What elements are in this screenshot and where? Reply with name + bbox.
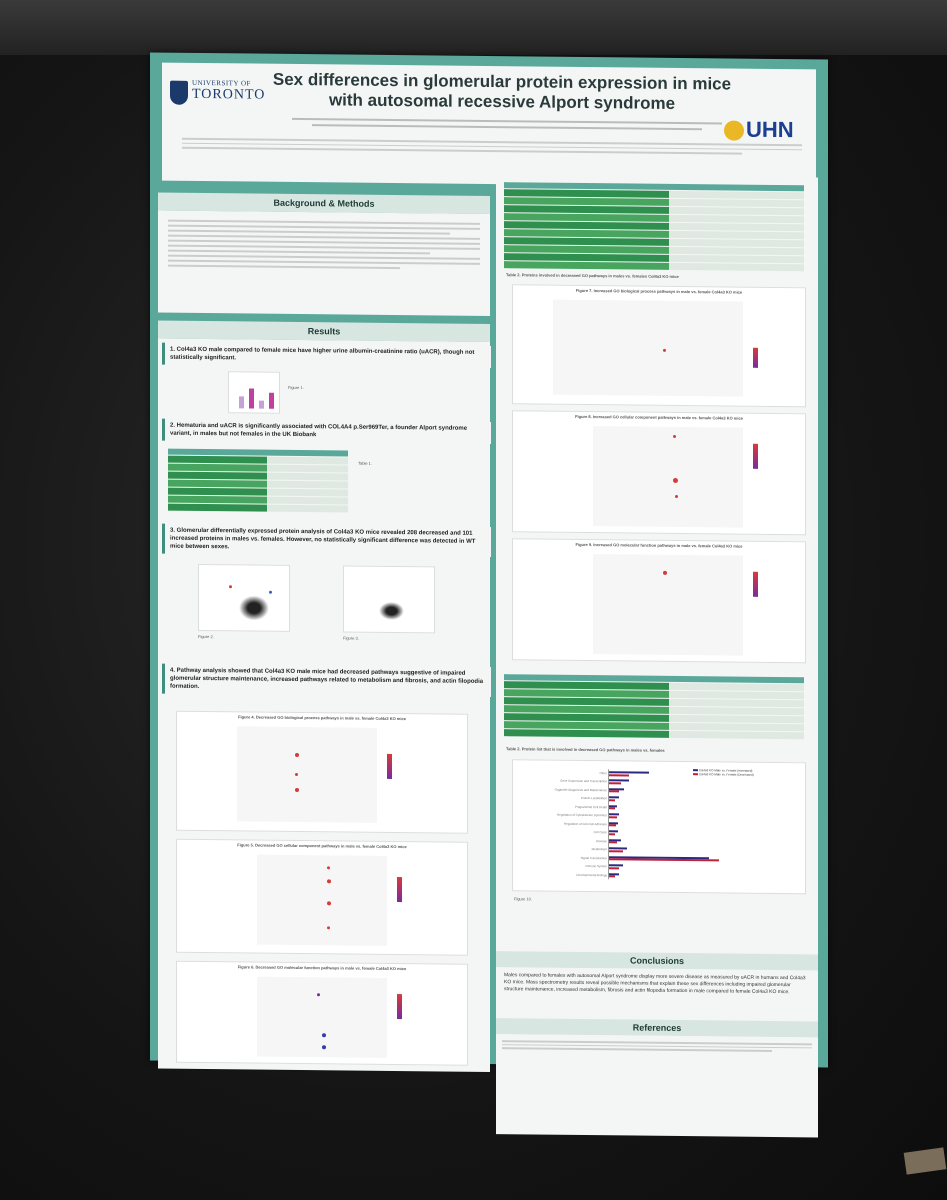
figure-10-caption: Figure 10. <box>514 896 533 902</box>
figure-3-caption: Figure 3. <box>343 635 359 641</box>
finding-2: 2. Hematuria and uACR is significantly a… <box>162 418 491 445</box>
university-of-toronto-logo: UNIVERSITY OF TORONTO <box>170 75 266 116</box>
bar-decreased <box>609 807 615 810</box>
figure-4-dotplot: Figure 4. Decreased GO biological proces… <box>176 710 468 834</box>
bar-category-label: Other <box>599 771 607 776</box>
figure-9-caption: Figure 9. Increased GO molecular functio… <box>575 541 743 549</box>
bar-category-label: Immune System <box>585 864 607 869</box>
figure-4-caption: Figure 4. Decreased GO biological proces… <box>238 714 406 722</box>
bar-category-label: Cell Cycle <box>593 830 607 835</box>
bar-category-label: Protein Localization <box>580 796 607 801</box>
bar-decreased <box>609 790 619 793</box>
bar-decreased <box>609 782 621 785</box>
bar-category-label: Metabolism <box>591 847 607 852</box>
conclusions-text: Males compared to females with autosomal… <box>496 968 818 1018</box>
bar-category-label: Disease <box>596 838 607 843</box>
bar-decreased <box>609 841 617 844</box>
research-poster: UNIVERSITY OF TORONTO Sex differences in… <box>150 52 828 1138</box>
bar-plot-area: Other Gene Expression and Transcription Or… <box>555 769 789 882</box>
board-frame-top <box>0 0 947 55</box>
finding-1: 1. Col4a3 KO male compared to female mic… <box>162 342 491 369</box>
sun-icon <box>724 120 744 141</box>
table-1-caption: Table 1. <box>358 460 373 466</box>
crest-icon <box>170 80 188 105</box>
figure-7-caption: Figure 7. Increased GO biological proces… <box>575 287 743 295</box>
bar-category-label: Programmed Cell Death <box>574 804 607 810</box>
figure-10-bar-chart: Col4a3 KO Male vs. Female (Increased) Co… <box>512 759 806 895</box>
bar-category-label: Developmental Biology <box>576 872 607 877</box>
background-text <box>158 210 490 317</box>
bar-decreased <box>609 858 719 862</box>
bar-category-label: Regulation of Cell-Cell Adhesion <box>563 821 607 827</box>
figure-7-dotplot: Figure 7. Increased GO biological proces… <box>512 284 806 408</box>
author-list <box>272 114 742 135</box>
bar-decreased <box>609 875 615 878</box>
logo-name-text: TORONTO <box>192 86 266 103</box>
figure-9-dotplot: Figure 9. Increased GO molecular functio… <box>512 538 806 664</box>
bar-decreased <box>609 824 616 827</box>
bar-decreased <box>609 849 623 853</box>
figure-1-chart <box>228 371 280 414</box>
table-1 <box>168 448 348 514</box>
bar-category-label: Regulation of Cytoskeleton Dynamics <box>557 813 607 818</box>
figure-1-caption: Figure 1. <box>288 384 304 391</box>
bar-decreased <box>609 816 617 819</box>
results-body: 1. Col4a3 KO male compared to female mic… <box>158 338 491 1073</box>
finding-3: 3. Glomerular differentially expressed p… <box>162 523 491 558</box>
figure-2-caption: Figure 2. <box>198 633 214 640</box>
bar-decreased <box>609 799 615 802</box>
left-column: Background & Methods Results 1. Col4a3 K… <box>158 192 491 1073</box>
bar-category-label: Organelle Biogenesis and Maintenance <box>554 787 607 793</box>
poster-header: UNIVERSITY OF TORONTO Sex differences in… <box>162 62 816 188</box>
figure-2-volcano-plot <box>198 563 290 632</box>
section-title-conclusions: Conclusions <box>496 951 818 971</box>
poster-title: Sex differences in glomerular protein ex… <box>272 70 732 115</box>
go-term-table-increased <box>504 182 804 272</box>
bar-decreased <box>609 773 629 776</box>
title-line-2: with autosomal recessive Alport syndrome <box>328 90 676 113</box>
figure-8-dotplot: Figure 8. Increased GO cellular componen… <box>512 410 806 536</box>
figure-5-caption: Figure 5. Decreased GO cellular componen… <box>237 842 407 850</box>
figure-5-dotplot: Figure 5. Decreased GO cellular componen… <box>176 838 468 956</box>
uhn-logo-text: UHN <box>746 116 794 143</box>
bar-category-label: Gene Expression and Transcription <box>560 779 607 784</box>
uhn-logo: UHN <box>724 116 804 147</box>
finding-4: 4. Pathway analysis showed that Col4a3 K… <box>162 663 491 698</box>
references-list <box>496 1034 818 1064</box>
bar-category-label: Signal Transduction <box>580 855 607 860</box>
figure-6-dotplot: Figure 6. Decreased GO molecular functio… <box>176 960 468 1066</box>
figure-6-caption: Figure 6. Decreased GO molecular functio… <box>237 964 407 972</box>
figure-3-volcano-plot <box>343 565 435 634</box>
bar-decreased <box>609 832 615 836</box>
table-protein-list-caption: Table 2. Protein list that is involved i… <box>506 746 665 753</box>
protein-list-table <box>504 674 804 740</box>
table-2-caption: Table 2. Proteins involved in decreased … <box>506 272 679 279</box>
affiliations <box>182 135 802 158</box>
figure-8-caption: Figure 8. Increased GO cellular componen… <box>575 413 743 421</box>
bar-decreased <box>609 866 619 869</box>
